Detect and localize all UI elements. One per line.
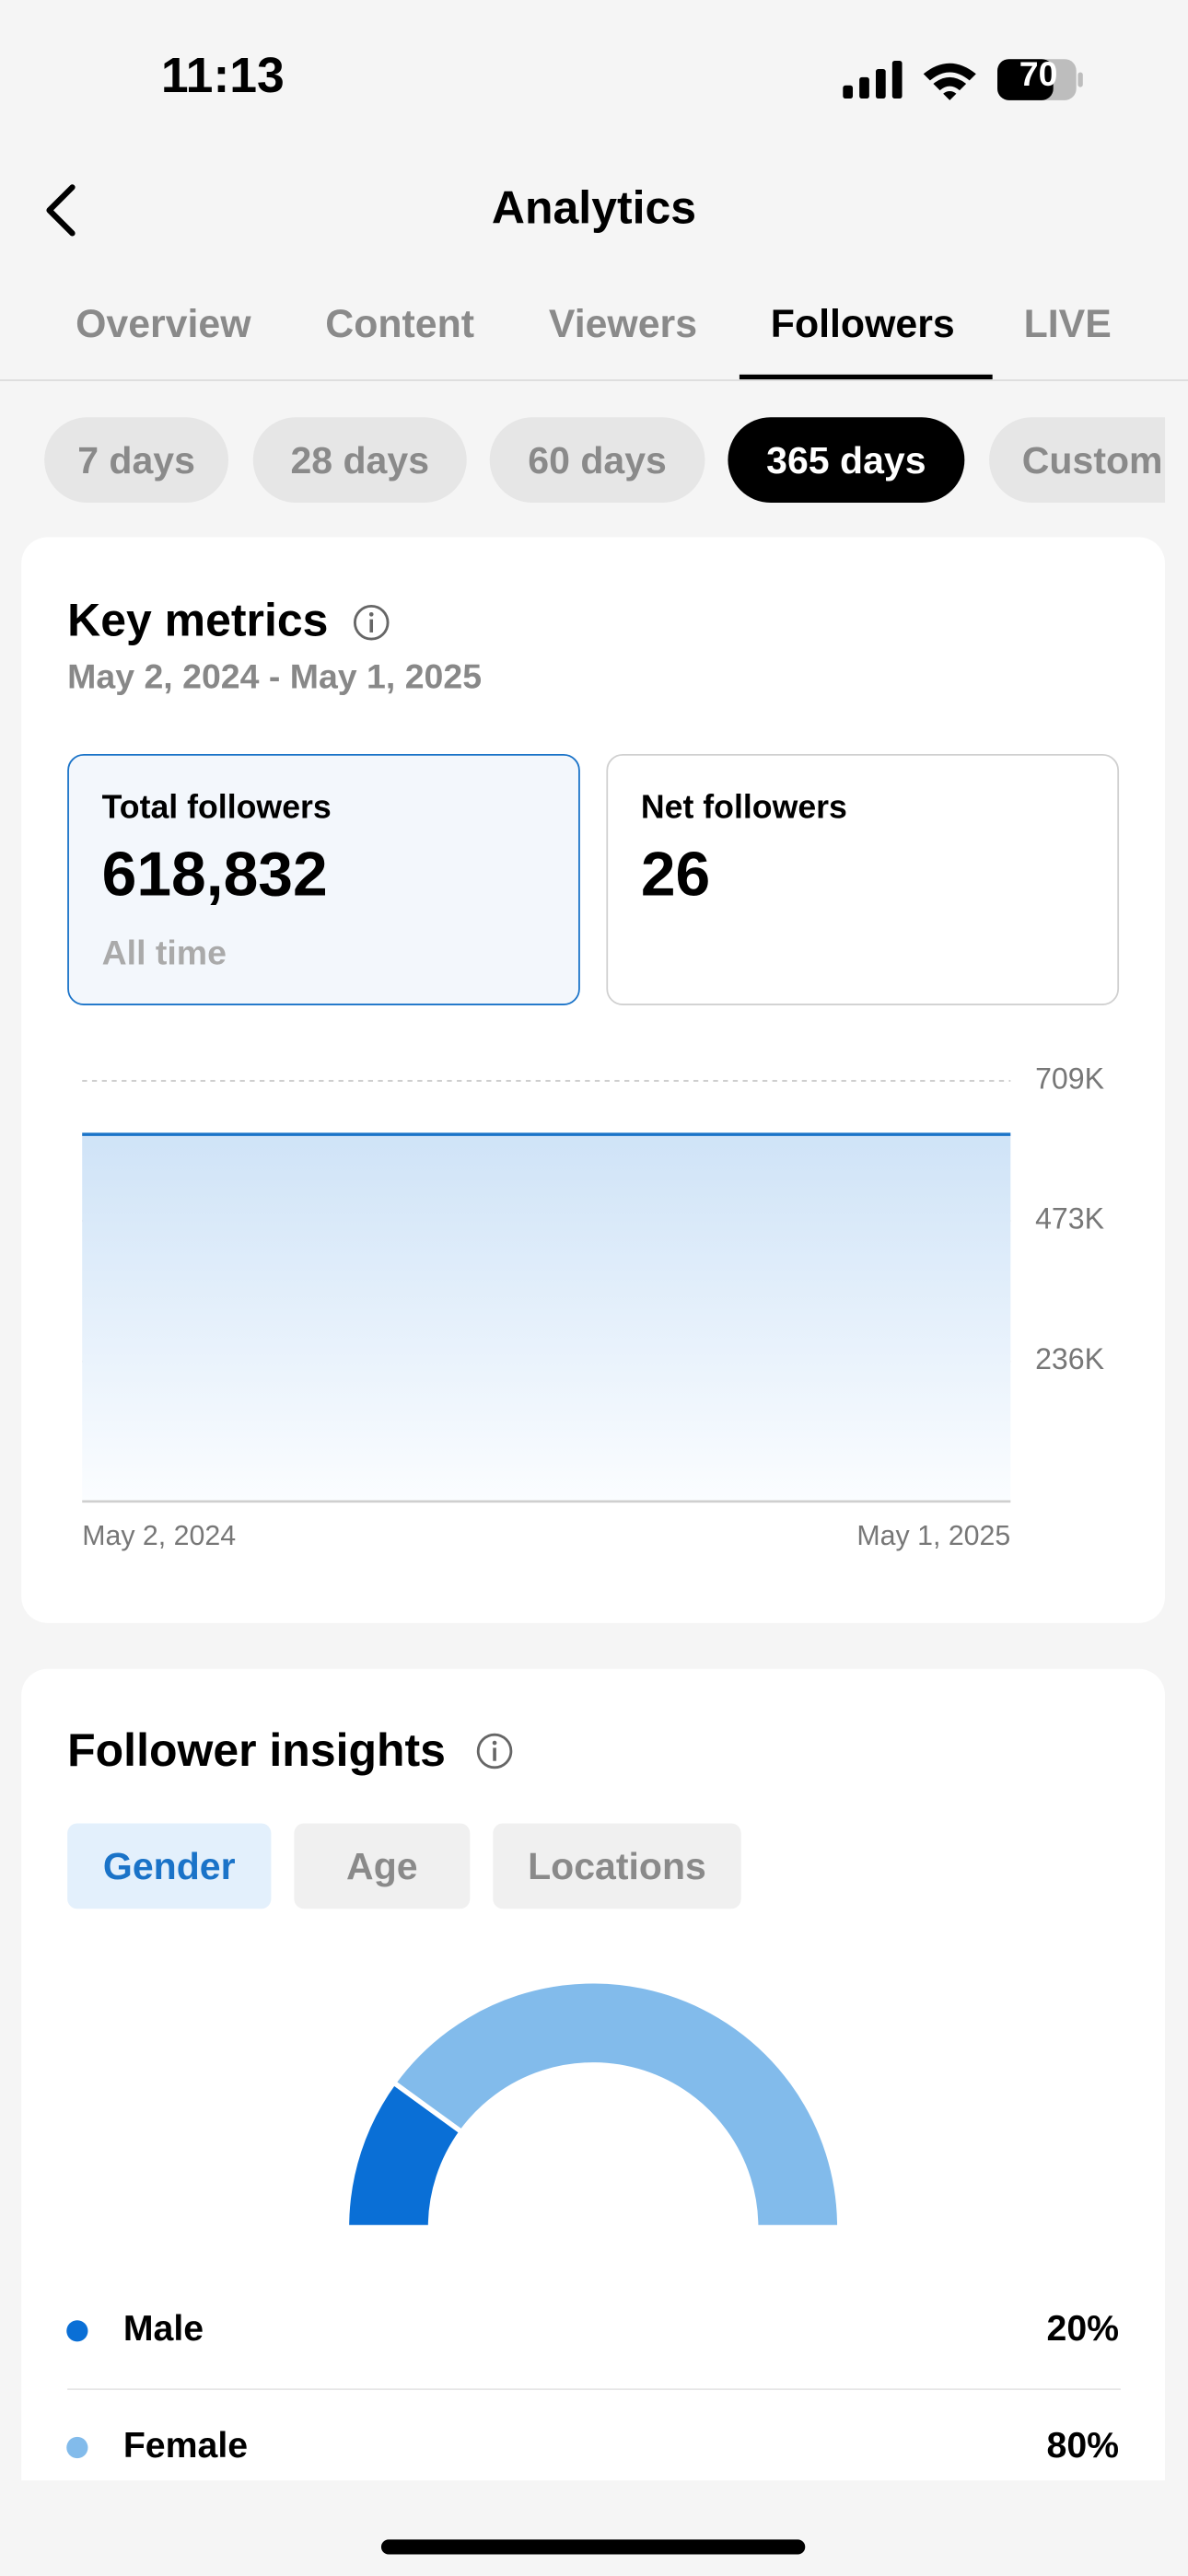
- bottom-bar: [0, 2480, 1188, 2575]
- legend-dot: [66, 2320, 87, 2341]
- legend-dot: [66, 2437, 87, 2458]
- home-indicator: [381, 2539, 805, 2554]
- x-tick-label: May 1, 2025: [856, 1521, 1010, 1551]
- y-tick-label: 473K: [1035, 1202, 1105, 1236]
- area-fill: [82, 1134, 1010, 1502]
- legend-label: Female: [123, 2425, 248, 2466]
- value-label: 20%: [1046, 2308, 1119, 2349]
- value-label: 80%: [1046, 2425, 1119, 2466]
- donut-segment: [394, 1981, 840, 2228]
- y-tick-label: 236K: [1035, 1342, 1105, 1375]
- legend-label: Male: [123, 2308, 204, 2349]
- y-tick-label: 709K: [1035, 1062, 1105, 1096]
- x-tick-label: May 2, 2024: [82, 1521, 236, 1551]
